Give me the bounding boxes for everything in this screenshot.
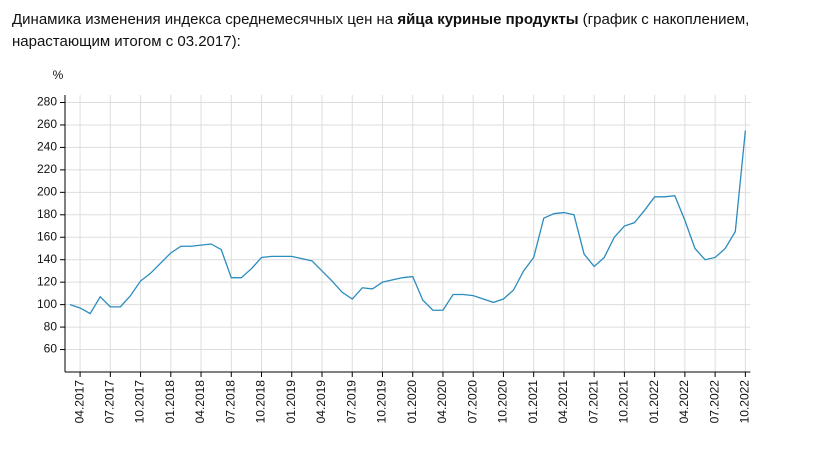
x-tick-label: 04.2018 — [193, 380, 207, 424]
x-tick-label: 10.2018 — [254, 380, 268, 424]
x-tick-label: 01.2020 — [405, 380, 419, 424]
x-tick-label: 10.2022 — [738, 380, 752, 424]
x-tick-label: 04.2022 — [677, 380, 691, 424]
y-tick-label: 200 — [37, 185, 57, 199]
title-part: Динамика изменения индекса среднемесячны… — [12, 11, 397, 28]
y-tick-label: 260 — [37, 117, 57, 131]
x-tick-label: 07.2020 — [465, 380, 479, 424]
x-tick-label: 07.2017 — [102, 380, 116, 424]
y-tick-label: 280 — [37, 95, 57, 109]
y-tick-label: 160 — [37, 229, 57, 243]
y-tick-label: 240 — [37, 140, 57, 154]
x-tick-label: 07.2022 — [707, 380, 721, 424]
chart-title: Динамика изменения индекса среднемесячны… — [12, 11, 749, 28]
x-tick-label: 01.2018 — [163, 380, 177, 424]
x-tick-label: 10.2019 — [375, 380, 389, 424]
x-tick-label: 01.2021 — [526, 380, 540, 424]
x-tick-label: 04.2019 — [314, 380, 328, 424]
y-tick-label: 80 — [44, 319, 58, 333]
title-bold: яйца куриные продукты — [397, 11, 578, 28]
x-tick-label: 10.2020 — [496, 380, 510, 424]
x-tick-label: 10.2017 — [133, 380, 147, 424]
title-part: (график с накоплением, — [579, 11, 750, 28]
x-tick-label: 10.2021 — [617, 380, 631, 424]
line-series — [69, 130, 747, 315]
x-tick-label: 07.2019 — [344, 380, 358, 424]
x-tick-label: 01.2019 — [284, 380, 298, 424]
chart-title-line2: нарастающим итогом с 03.2017): — [12, 33, 241, 50]
y-tick-label: 100 — [37, 297, 57, 311]
y-tick-label: 220 — [37, 162, 57, 176]
y-tick-label: 60 — [44, 342, 58, 356]
y-axis-label: % — [53, 68, 64, 82]
x-tick-label: 04.2021 — [556, 380, 570, 424]
y-tick-label: 180 — [37, 207, 57, 221]
x-tick-label: 07.2021 — [586, 380, 600, 424]
x-tick-label: 04.2020 — [435, 380, 449, 424]
x-tick-label: 01.2022 — [647, 380, 661, 424]
y-tick-label: 120 — [37, 274, 57, 288]
y-tick-label: 140 — [37, 252, 57, 266]
x-tick-label: 04.2017 — [72, 380, 86, 424]
x-tick-label: 07.2018 — [223, 380, 237, 424]
